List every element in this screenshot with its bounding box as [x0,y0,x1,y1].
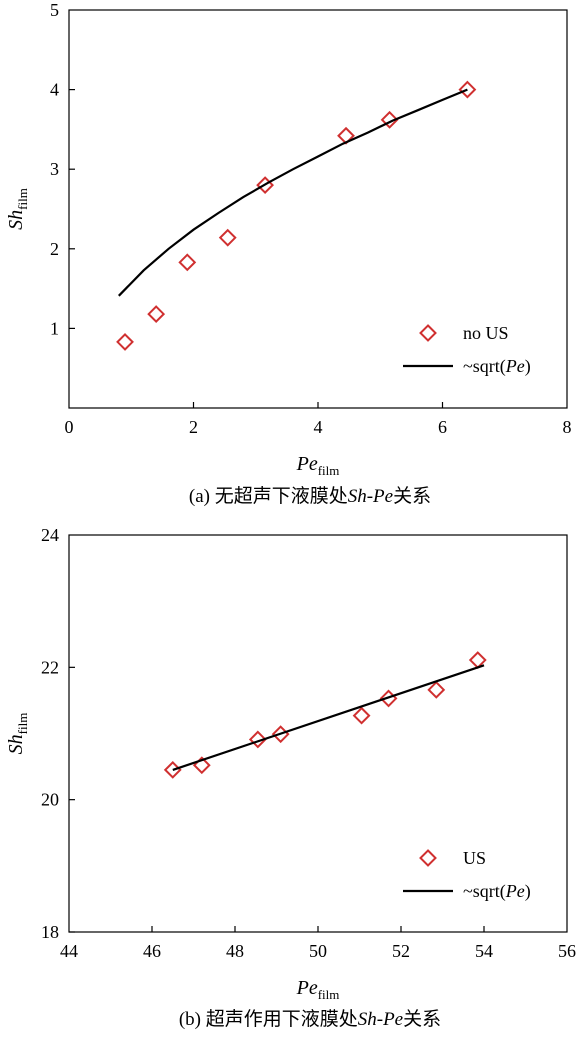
chart-a-data-point [380,110,399,129]
chart-b-legend: US ~sqrt(Pe) [403,848,531,902]
chart-a-data-point [178,253,197,272]
chart-a-fit-line [118,88,468,297]
chart-a-data-point [147,305,166,323]
chart-a-caption-prefix: (a) 无超声下液膜处 [189,485,348,507]
chart-a-data-point [218,228,237,247]
chart-a-x-tick-label: 6 [438,417,447,437]
chart-a-y-axis-label: Shfilm [5,188,30,230]
chart-b-legend-label-line-part: ~sqrt( [463,881,506,902]
chart-b-data-point [427,680,446,699]
chart-a-y-tick-label: 4 [50,80,59,100]
chart-b-x-tick-label: 52 [392,941,410,961]
chart-a-legend-label-line-part: ) [525,356,531,377]
chart-b-legend-label-line-part: ) [525,881,531,902]
chart-a-y-tick-label: 5 [50,0,59,20]
chart-a-x-tick-label: 8 [563,417,572,437]
chart-b-x-tick-label: 48 [226,941,244,961]
chart-b-x-tick-label: 54 [475,941,493,961]
chart-b-x-axis-label: Pefilm [296,977,340,1002]
chart-a-legend: no US ~sqrt(Pe) [403,323,531,377]
chart-b-plot-frame [68,534,568,933]
chart-b-data-point [163,760,182,779]
chart-a-y-axis-label-main: Sh [5,210,27,230]
chart-a-plot-frame [68,9,568,409]
chart-b-caption-dash: - [377,1009,383,1030]
chart-a-x-tick-label: 2 [189,417,198,437]
chart-b-x-tick-label: 46 [143,941,161,961]
chart-b-caption: (b) 超声作用下液膜处Sh-Pe关系 [179,1008,441,1030]
chart-b-x-tick-label: 50 [309,941,327,961]
chart-a-x-axis-label-sub: film [318,463,340,478]
chart-a-data-point [458,80,477,99]
chart-b-legend-marker-points [419,849,437,867]
chart-b-y-axis-label-main: Sh [5,734,27,754]
chart-a-legend-marker-points [419,324,437,342]
chart-b-y-axis-label: Shfilm [5,713,30,755]
chart-b-caption-sh: Sh [358,1009,377,1030]
chart-b-y-axis-label-sub: film [15,713,30,735]
chart-b-caption-pe: Pe [382,1009,403,1030]
chart-b-legend-label-points: US [463,848,486,868]
chart-b-x-tick-label: 44 [60,941,78,961]
chart-a-legend-label-line-part: ~sqrt( [463,356,506,377]
chart-b-y-tick-label: 24 [41,525,59,545]
chart-a-caption-pe: Pe [372,486,393,507]
chart-b-legend-label-line: ~sqrt(Pe) [463,881,531,902]
chart-a-data-point [116,333,134,351]
chart-a-legend-label-points: no US [463,323,509,343]
chart-a-x-tick-label: 4 [314,417,323,437]
chart-a-caption: (a) 无超声下液膜处Sh-Pe关系 [189,485,431,507]
chart-b-x-tick-label: 56 [558,941,576,961]
chart-b-y-tick-label: 18 [41,922,59,942]
chart-b: 44 46 48 50 52 54 5618202224PefilmShfilmUS~sqr… [5,525,576,1030]
chart-a-caption-dash: - [367,486,373,507]
chart-b-legend-label-line-italic: Pe [505,881,525,901]
chart-a-legend-label-line-italic: Pe [505,356,525,376]
chart-b-fit-line [172,664,485,771]
chart-a-y-tick-label: 2 [50,239,59,259]
chart-b-caption-prefix: (b) 超声作用下液膜处 [179,1008,358,1030]
chart-a-legend-label-line: ~sqrt(Pe) [463,356,531,377]
chart-a-caption-sh: Sh [348,486,367,507]
chart-a-caption-suffix: 关系 [393,485,431,507]
chart-b-y-tick-label: 22 [41,657,59,677]
chart-a-y-axis-label-sub: film [15,188,30,210]
chart-b-x-axis-label-main: Pe [296,977,318,999]
chart-b-caption-suffix: 关系 [403,1008,441,1030]
chart-b-x-axis-label-sub: film [318,987,340,1002]
chart-b-data-point [248,730,267,749]
chart-b-y-tick-label: 20 [41,790,59,810]
chart-a-x-axis-label-main: Pe [296,453,318,475]
chart-a-x-axis-label: Pefilm [296,453,340,478]
chart-b-data-point [352,706,371,725]
chart-a-x-tick-label: 0 [65,417,74,437]
chart-a-y-tick-label: 1 [50,318,59,338]
chart-a-y-tick-label: 3 [50,159,59,179]
